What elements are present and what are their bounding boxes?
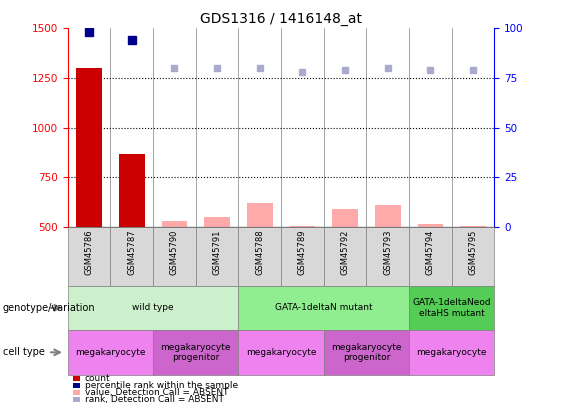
Text: GSM45789: GSM45789 [298, 230, 307, 275]
Bar [238, 227, 281, 286]
Bar [162, 221, 187, 227]
Bar [205, 217, 230, 227]
Bar [281, 227, 324, 286]
Text: megakaryocyte
progenitor: megakaryocyte progenitor [331, 343, 402, 362]
Text: GSM45792: GSM45792 [341, 230, 350, 275]
Bar [68, 286, 238, 330]
Bar [409, 330, 494, 375]
Bar [418, 224, 443, 227]
Text: GATA-1deltaNeod
eltaHS mutant: GATA-1deltaNeod eltaHS mutant [412, 298, 491, 318]
Bar [324, 330, 409, 375]
Text: megakaryocyte: megakaryocyte [246, 348, 316, 357]
Text: rank, Detection Call = ABSENT: rank, Detection Call = ABSENT [85, 395, 224, 404]
Text: megakaryocyte: megakaryocyte [75, 348, 146, 357]
Title: GDS1316 / 1416148_at: GDS1316 / 1416148_at [200, 12, 362, 26]
Bar [409, 286, 494, 330]
Bar [153, 330, 238, 375]
Bar [324, 227, 367, 286]
Text: value, Detection Call = ABSENT: value, Detection Call = ABSENT [85, 388, 228, 397]
Bar [119, 154, 145, 227]
Bar [375, 205, 401, 227]
Bar [409, 227, 452, 286]
Text: wild type: wild type [132, 303, 174, 312]
Text: GSM45793: GSM45793 [383, 230, 392, 275]
Bar [460, 226, 486, 227]
Text: cell type: cell type [3, 347, 45, 357]
Text: percentile rank within the sample: percentile rank within the sample [85, 381, 238, 390]
Text: GSM45791: GSM45791 [212, 230, 221, 275]
Bar [452, 227, 494, 286]
Bar [290, 226, 315, 227]
Bar [68, 330, 153, 375]
Bar [332, 209, 358, 227]
Text: GSM45790: GSM45790 [170, 230, 179, 275]
Bar [367, 227, 409, 286]
Text: genotype/variation: genotype/variation [3, 303, 95, 313]
Text: GSM45795: GSM45795 [468, 230, 477, 275]
Bar [238, 330, 324, 375]
Bar [153, 227, 196, 286]
Bar [110, 227, 153, 286]
Bar [195, 227, 238, 286]
Text: GATA-1deltaN mutant: GATA-1deltaN mutant [275, 303, 372, 312]
Text: megakaryocyte: megakaryocyte [416, 348, 487, 357]
Text: GSM45788: GSM45788 [255, 230, 264, 275]
Text: megakaryocyte
progenitor: megakaryocyte progenitor [160, 343, 231, 362]
Text: GSM45787: GSM45787 [127, 230, 136, 275]
Text: GSM45786: GSM45786 [85, 230, 94, 275]
Bar [68, 227, 110, 286]
Bar [247, 203, 272, 227]
Text: GSM45794: GSM45794 [426, 230, 435, 275]
Bar [238, 286, 409, 330]
Text: count: count [85, 374, 110, 383]
Bar [76, 68, 102, 227]
